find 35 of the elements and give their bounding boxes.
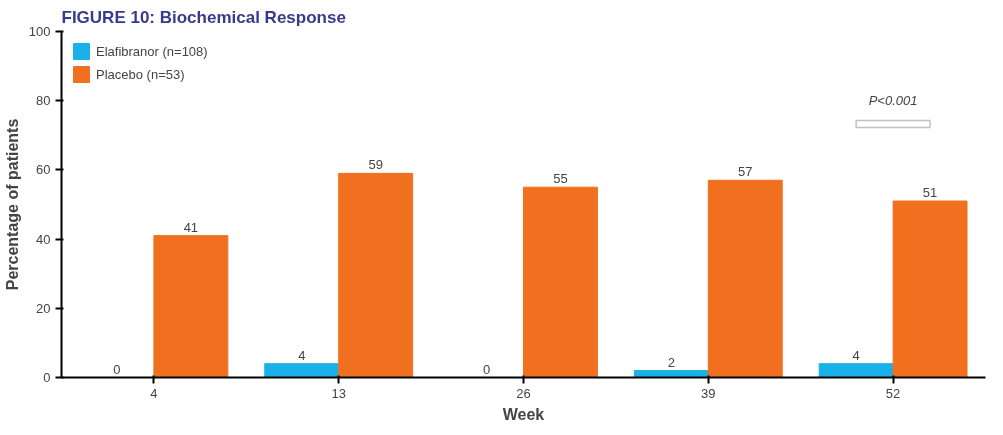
legend-label: Placebo (n=53) <box>96 66 185 82</box>
y-tick-label: 20 <box>36 300 51 316</box>
bar <box>523 186 598 378</box>
bar <box>633 370 709 378</box>
data-label: 59 <box>368 157 383 173</box>
y-tick-label: 80 <box>36 93 51 109</box>
x-tick-label: 4 <box>150 385 158 401</box>
bar <box>264 363 340 378</box>
data-label: 0 <box>113 361 121 377</box>
chart-title: FIGURE 10: Biochemical Response <box>61 7 346 27</box>
data-label: 2 <box>667 354 675 370</box>
x-axis-title: Week <box>502 405 545 423</box>
x-tick-label: 52 <box>885 385 901 401</box>
data-label: 41 <box>183 219 199 235</box>
data-label: 57 <box>738 164 753 180</box>
y-tick-label: 40 <box>36 231 51 247</box>
data-label: 51 <box>922 185 938 201</box>
data-label: 55 <box>553 171 568 187</box>
bar <box>153 235 229 378</box>
y-axis-title: Percentage of patients <box>3 118 21 291</box>
y-tick-label: 60 <box>36 162 51 178</box>
y-tick-label: 100 <box>28 24 51 39</box>
bar <box>892 200 968 378</box>
bar <box>707 179 783 378</box>
bar <box>818 363 894 378</box>
x-tick-label: 13 <box>331 385 346 401</box>
y-tick-label: 0 <box>43 370 51 385</box>
data-label: 4 <box>852 347 860 363</box>
x-tick-label: 26 <box>516 385 531 401</box>
x-tick-label: 39 <box>701 385 716 401</box>
legend-label: Elafibranor (n=108) <box>96 43 208 59</box>
bar <box>338 172 414 378</box>
data-label: 0 <box>482 361 491 377</box>
annotation: P<0.001 <box>868 92 918 108</box>
data-label: 4 <box>298 347 306 363</box>
